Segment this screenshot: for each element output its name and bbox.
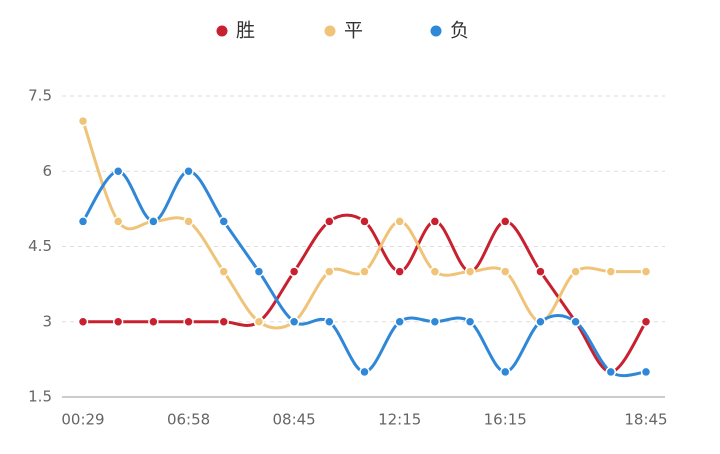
data-point bbox=[218, 266, 229, 277]
data-point bbox=[394, 216, 405, 227]
x-tick-label: 18:45 bbox=[624, 411, 667, 429]
data-point bbox=[253, 316, 265, 327]
data-point bbox=[535, 266, 546, 277]
legend-marker bbox=[430, 25, 442, 37]
y-tick-label: 1.5 bbox=[28, 388, 52, 406]
x-tick-label: 08:45 bbox=[273, 411, 316, 429]
data-point bbox=[112, 316, 124, 327]
data-point bbox=[394, 316, 405, 327]
data-point bbox=[288, 316, 300, 327]
data-point bbox=[359, 266, 370, 277]
x-tick-label: 12:15 bbox=[378, 411, 421, 429]
data-point bbox=[429, 216, 441, 227]
data-point bbox=[324, 266, 335, 277]
legend-marker bbox=[216, 25, 228, 37]
data-point bbox=[253, 266, 265, 277]
data-point bbox=[77, 316, 89, 327]
legend-text: 负 bbox=[450, 20, 469, 42]
data-point bbox=[77, 115, 89, 127]
data-point bbox=[429, 316, 441, 327]
legend-marker bbox=[324, 25, 336, 37]
data-point bbox=[640, 266, 652, 277]
data-point bbox=[464, 316, 476, 327]
legend-text: 胜 bbox=[236, 20, 255, 42]
legend-text: 平 bbox=[344, 20, 363, 42]
data-point bbox=[112, 166, 124, 177]
data-point bbox=[605, 266, 617, 277]
y-tick-label: 7.5 bbox=[28, 87, 52, 105]
data-point bbox=[394, 266, 405, 277]
data-point bbox=[148, 216, 159, 227]
x-tick-label: 00:29 bbox=[61, 411, 104, 429]
data-point bbox=[605, 366, 617, 378]
data-point bbox=[429, 266, 441, 277]
y-tick-label: 3 bbox=[42, 312, 52, 330]
data-point bbox=[640, 316, 652, 327]
data-point bbox=[324, 316, 335, 327]
data-point bbox=[359, 366, 370, 378]
data-point bbox=[570, 266, 581, 277]
data-point bbox=[288, 266, 300, 277]
y-tick-label: 6 bbox=[42, 162, 52, 180]
data-point bbox=[570, 316, 581, 327]
data-point bbox=[183, 166, 194, 177]
data-point bbox=[183, 216, 194, 227]
data-point bbox=[640, 366, 652, 378]
data-point bbox=[218, 216, 229, 227]
data-point bbox=[183, 316, 194, 327]
data-point bbox=[535, 316, 546, 327]
data-point bbox=[464, 266, 476, 277]
data-point bbox=[112, 216, 124, 227]
data-point bbox=[500, 366, 511, 378]
y-tick-label: 4.5 bbox=[28, 237, 52, 255]
data-point bbox=[218, 316, 229, 327]
data-point bbox=[324, 216, 335, 227]
data-point bbox=[148, 316, 159, 327]
x-tick-label: 06:58 bbox=[167, 411, 210, 429]
data-point bbox=[77, 216, 89, 227]
data-point bbox=[359, 216, 370, 227]
data-point bbox=[500, 216, 511, 227]
data-point bbox=[500, 266, 511, 277]
x-tick-label: 16:15 bbox=[484, 411, 527, 429]
